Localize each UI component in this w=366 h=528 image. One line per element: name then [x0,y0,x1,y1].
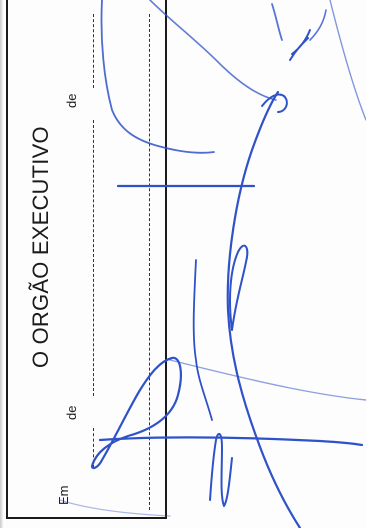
scan-edge [0,0,3,528]
month-dotted-line [93,120,94,396]
signature-dotted-line [149,14,150,510]
signature-box [6,0,167,519]
year-dotted-line [93,14,94,88]
day-dotted-line [93,428,94,468]
